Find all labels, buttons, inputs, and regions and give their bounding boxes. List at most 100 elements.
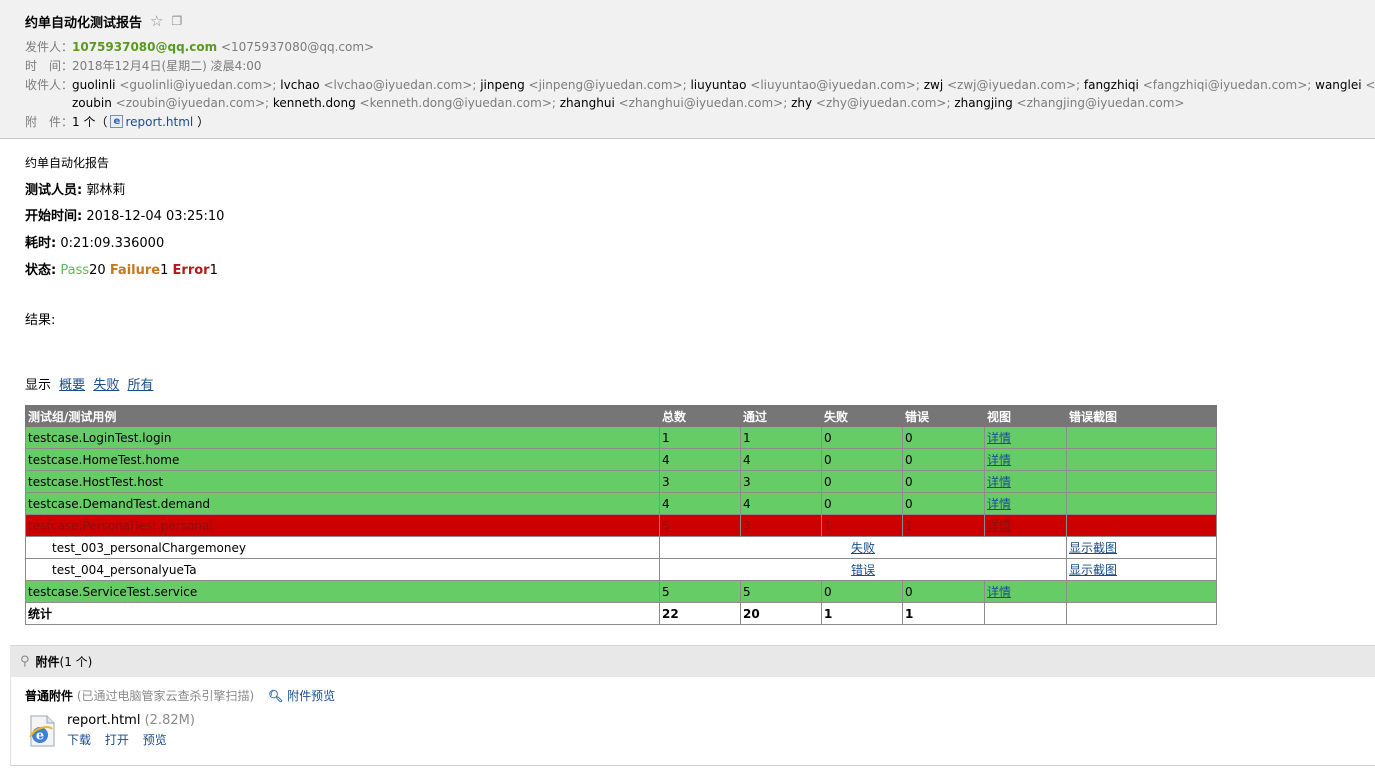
detail-link[interactable]: 详情	[987, 453, 1012, 467]
paperclip-icon: ⚲	[20, 654, 30, 669]
download-link[interactable]: 下载	[67, 733, 92, 747]
new-window-icon[interactable]: ❐	[171, 14, 183, 28]
attachment-file-link[interactable]: report.html	[125, 115, 194, 129]
detail-link[interactable]: 详情	[987, 431, 1012, 445]
total-error: 1	[902, 602, 985, 625]
case-result-cell: 失败	[659, 536, 1067, 559]
row-fail: 0	[821, 448, 903, 471]
recipient-address: <jinpeng@iyuedan.com>;	[528, 78, 687, 92]
detail-link[interactable]: 详情	[987, 585, 1012, 599]
attachment-type-line: 普通附件 (已通过电脑管家云查杀引擎扫描) 🔍︎ 附件预览	[25, 687, 335, 704]
col-header-pass: 通过	[740, 405, 822, 427]
recipient-address: <liuyuntao@iyuedan.com>;	[750, 78, 920, 92]
attachment-file-name[interactable]: report.html	[67, 713, 141, 728]
detail-link[interactable]: 详情	[987, 497, 1012, 511]
row-name: testcase.ServiceTest.service	[25, 580, 660, 603]
test-case-row: test_004_personalyueTa 错误 显示截图	[25, 558, 1217, 581]
row-total: 1	[659, 426, 741, 449]
sender-name[interactable]: 1075937080@qq.com	[72, 40, 218, 54]
recipient-name[interactable]: fangzhiqi	[1083, 78, 1139, 92]
detail-link[interactable]: 详情	[987, 519, 1012, 533]
recipient-name[interactable]: zhangjing	[954, 96, 1013, 110]
row-fail: 0	[821, 426, 903, 449]
filter-all-link[interactable]: 所有	[127, 378, 154, 393]
total-count: 22	[659, 602, 741, 625]
status-failure-label: Failure	[109, 263, 161, 278]
recipient-name[interactable]: wanglei	[1315, 78, 1362, 92]
row-fail: 1	[821, 514, 903, 537]
row-view-cell: 详情	[984, 448, 1067, 471]
recipient-address: <zoubin@iyuedan.com>;	[115, 96, 270, 110]
total-fail: 1	[821, 602, 903, 625]
duration-label: 耗时:	[25, 236, 57, 251]
detail-link[interactable]: 详情	[987, 475, 1012, 489]
row-error: 0	[902, 426, 985, 449]
row-screenshot-cell	[1066, 492, 1217, 515]
row-total: 5	[659, 580, 741, 603]
row-screenshot-cell	[1066, 426, 1217, 449]
magnifier-icon: 🔍︎	[268, 689, 284, 703]
show-screenshot-link[interactable]: 显示截图	[1069, 541, 1118, 555]
subject-line: 约单自动化测试报告 ☆ ❐	[25, 11, 182, 31]
row-screenshot-cell	[1066, 514, 1217, 537]
attachment-preview-link[interactable]: 🔍︎ 附件预览	[268, 689, 335, 703]
row-total: 3	[659, 470, 741, 493]
mail-header: 约单自动化测试报告 ☆ ❐ 发件人：1075937080@qq.com <107…	[0, 0, 1375, 139]
row-total: 5	[659, 514, 741, 537]
total-label: 统计	[25, 602, 660, 625]
scan-note: (已通过电脑管家云查杀引擎扫描)	[76, 689, 255, 703]
recipient-name[interactable]: kenneth.dong	[272, 96, 356, 110]
row-pass: 3	[740, 470, 822, 493]
attachment-close: ）	[197, 115, 210, 129]
recipient-name[interactable]: zhy	[791, 96, 813, 110]
recipient-address: <zwj@iyuedan.com>;	[947, 78, 1081, 92]
attachment-label: 附 件：	[25, 115, 74, 129]
table-row: testcase.DemandTest.demand 4 4 0 0 详情	[25, 492, 1217, 515]
open-link[interactable]: 打开	[104, 733, 129, 747]
status-error-label: Error	[172, 263, 210, 278]
result-label: 结果:	[25, 313, 56, 328]
recipient-name[interactable]: zhanghui	[559, 96, 615, 110]
col-header-view: 视图	[984, 405, 1067, 427]
case-failed-link[interactable]: 失败	[850, 541, 875, 555]
recipient-name[interactable]: zoubin	[72, 96, 112, 110]
svg-text:e: e	[36, 729, 44, 744]
attachments-count: (1 个)	[59, 655, 93, 669]
table-row-failed: testcase.PersonalTest.personal 5 3 1 1 详…	[25, 514, 1217, 537]
star-icon[interactable]: ☆	[150, 11, 164, 30]
row-fail: 0	[821, 470, 903, 493]
recipient-name[interactable]: guolinli	[72, 78, 116, 92]
row-name: testcase.PersonalTest.personal	[25, 514, 660, 537]
filter-failed-link[interactable]: 失败	[93, 378, 120, 393]
row-pass: 1	[740, 426, 822, 449]
col-header-fail: 失败	[821, 405, 903, 427]
time-value: 2018年12月4日(星期二) 凌晨4:00	[72, 59, 262, 73]
report-heading: 约单自动化报告	[25, 156, 110, 170]
recipient-name[interactable]: liuyuntao	[690, 78, 747, 92]
case-error-link[interactable]: 错误	[850, 563, 875, 577]
show-screenshot-link[interactable]: 显示截图	[1069, 563, 1118, 577]
recipient-name[interactable]: zwj	[923, 78, 944, 92]
row-name: testcase.DemandTest.demand	[25, 492, 660, 515]
recipients-label: 收件人：	[25, 78, 74, 92]
recipient-name[interactable]: jinpeng	[480, 78, 525, 92]
recipients-list-line2: zoubin <zoubin@iyuedan.com>; kenneth.don…	[72, 94, 1184, 112]
total-screenshot-cell	[1066, 602, 1217, 625]
case-result-cell: 错误	[659, 558, 1067, 581]
row-pass: 4	[740, 448, 822, 471]
filter-label: 显示	[25, 378, 52, 393]
row-error: 0	[902, 492, 985, 515]
time-label: 时 间：	[25, 59, 74, 73]
filter-summary-link[interactable]: 概要	[59, 378, 86, 393]
row-view-cell: 详情	[984, 580, 1067, 603]
test-case-row: test_003_personalChargemoney 失败 显示截图	[25, 536, 1217, 559]
row-total: 4	[659, 448, 741, 471]
start-time-value: 2018-12-04 03:25:10	[86, 209, 225, 224]
recipient-address: <lvchao@iyuedan.com>;	[323, 78, 477, 92]
filter-bar: 显示 概要 失败 所有	[25, 374, 153, 393]
total-view-cell	[984, 602, 1067, 625]
row-error: 0	[902, 470, 985, 493]
recipient-address: <guolinli@iyuedan.com>;	[119, 78, 277, 92]
preview-link[interactable]: 预览	[142, 733, 167, 747]
recipient-name[interactable]: lvchao	[280, 78, 320, 92]
